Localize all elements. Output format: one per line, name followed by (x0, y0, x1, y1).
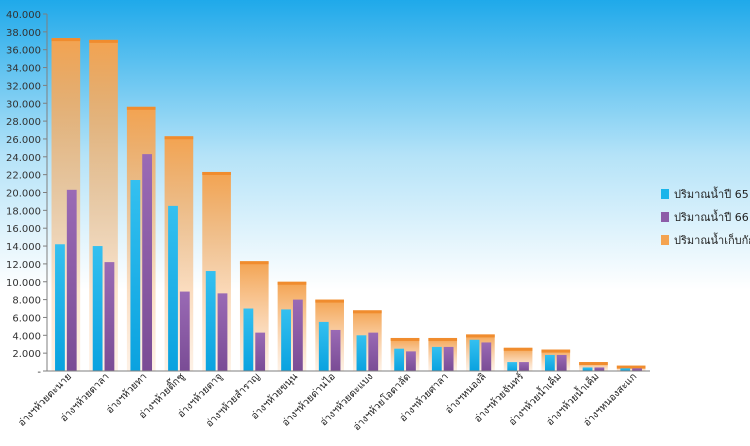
legend: ปริมาณน้ำปี 65 ปริมาณน้ำปี 66 ปริมาณน้ำเก็… (661, 186, 750, 247)
y-tick-label: 38.000 (6, 28, 41, 39)
category-group (164, 136, 194, 371)
bar-year-65 (582, 367, 593, 371)
bar-year-65 (205, 271, 216, 371)
legend-swatch (661, 212, 669, 222)
bar-capacity-top (579, 362, 608, 366)
bar-year-66 (66, 189, 77, 371)
bar-year-65 (469, 339, 480, 371)
legend-label: ปริมาณน้ำปี 65 (674, 186, 749, 201)
bar-capacity-top (503, 347, 533, 351)
category-group (616, 365, 646, 371)
y-tick-label: - (37, 367, 41, 378)
bar-year-66 (519, 362, 529, 371)
bar-year-66 (632, 368, 642, 371)
bar-year-65 (620, 368, 631, 371)
category-group (579, 362, 608, 371)
y-tick-label: 32.000 (6, 81, 41, 92)
y-tick-label: 34.000 (6, 64, 41, 75)
bar-year-65 (55, 244, 65, 371)
y-tick-label: 2.000 (12, 349, 41, 360)
bar-year-66 (368, 332, 379, 371)
bar-year-66 (443, 346, 454, 371)
bar-year-66 (556, 354, 567, 371)
bar-capacity-top (428, 337, 458, 341)
bar-year-65 (168, 205, 178, 371)
y-tick-label: 18.000 (6, 206, 41, 217)
bar-capacity-top (353, 310, 382, 314)
y-tick-label: 24.000 (6, 153, 41, 164)
bar-year-66 (406, 351, 416, 371)
legend-label: ปริมาณน้ำเก็บกัก (674, 232, 750, 247)
bar-year-66 (330, 329, 341, 371)
bar-year-65 (544, 354, 555, 371)
bar-year-66 (104, 262, 115, 371)
category-group (428, 337, 458, 371)
bar-year-65 (281, 309, 291, 371)
y-tick-label: 12.000 (6, 260, 41, 271)
category-group (315, 299, 344, 371)
bar-capacity-top (164, 136, 194, 140)
y-tick-label: 40.000 (6, 10, 41, 21)
bar-year-66 (179, 291, 190, 371)
y-tick-label: 6.000 (12, 313, 41, 324)
bar-year-66 (292, 299, 303, 371)
bar-capacity (579, 362, 608, 371)
bar-year-66 (594, 367, 605, 371)
bars (51, 38, 646, 371)
category-group (503, 347, 533, 371)
legend-swatch (661, 235, 669, 245)
y-tick-label: 26.000 (6, 135, 41, 146)
category-group (202, 171, 231, 371)
bar-capacity-top (315, 299, 344, 303)
y-tick-label: 30.000 (6, 99, 41, 110)
category-group (239, 261, 269, 371)
category-group (466, 334, 495, 371)
bar-year-65 (318, 321, 329, 371)
category-group (353, 310, 382, 371)
y-tick-label: 8.000 (12, 296, 41, 307)
bar-year-65 (130, 180, 141, 371)
y-tick-label: 22.000 (6, 171, 41, 182)
y-tick-label: 10.000 (6, 278, 41, 289)
bar-capacity-top (239, 261, 269, 265)
bar-year-65 (394, 348, 405, 371)
bar-year-65 (92, 246, 103, 371)
bar-capacity-top (616, 365, 646, 369)
bar-year-65 (431, 346, 442, 371)
bar-capacity-top (89, 39, 118, 43)
bar-year-66 (217, 293, 228, 371)
y-axis: - 2.000 4.000 6.000 8.000 10.000 12.000 14.000 1… (6, 10, 48, 378)
bar-year-65 (356, 335, 367, 371)
bar-capacity-top (390, 337, 420, 341)
y-tick-label: 4.000 (12, 331, 41, 342)
legend-label: ปริมาณน้ำปี 66 (674, 209, 749, 224)
category-group (390, 337, 420, 371)
bar-capacity-top (466, 334, 495, 338)
category-group (89, 39, 118, 371)
category-group (126, 106, 156, 371)
bar-year-65 (507, 362, 518, 371)
bar-capacity-top (277, 281, 307, 285)
bar-year-66 (142, 154, 153, 371)
category-group (277, 281, 307, 371)
bar-capacity-top (51, 38, 81, 42)
y-tick-label: 14.000 (6, 242, 41, 253)
bar-capacity-top (202, 171, 231, 175)
bar-year-66 (255, 332, 266, 371)
y-tick-label: 28.000 (6, 117, 41, 128)
bar-year-65 (243, 308, 254, 371)
y-tick-label: 36.000 (6, 46, 41, 57)
category-group (541, 349, 571, 371)
bar-capacity-top (541, 349, 571, 353)
category-group (51, 38, 81, 371)
legend-swatch (661, 189, 669, 199)
bar-capacity-top (126, 106, 156, 110)
bar-year-66 (481, 342, 492, 371)
y-tick-label: 20.000 (6, 189, 41, 200)
y-tick-label: 16.000 (6, 224, 41, 235)
